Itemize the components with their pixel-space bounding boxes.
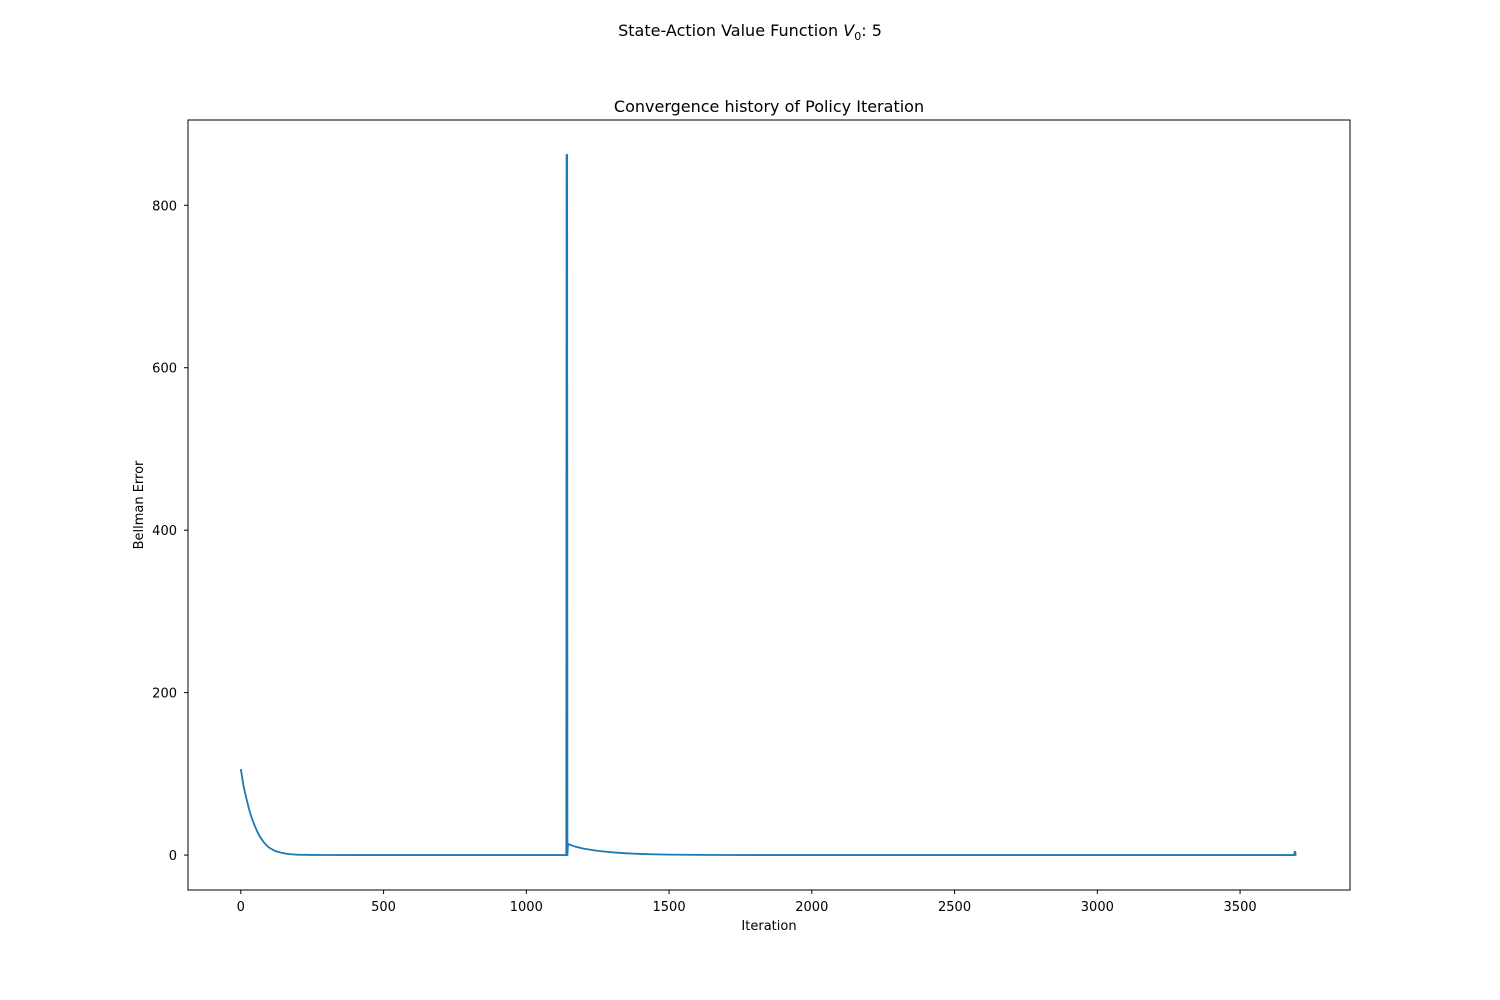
x-tick-label: 500 (371, 900, 396, 915)
series-layer (239, 154, 1297, 856)
y-axis-label: Bellman Error (132, 460, 147, 549)
y-tick-label: 800 (152, 199, 177, 214)
x-axis: 0 500 1000 1500 2000 2500 3000 3500 (237, 890, 1257, 915)
y-axis: 0 200 400 600 800 (152, 199, 188, 864)
chart-title: Convergence history of Policy Iteration (614, 97, 924, 116)
figure-suptitle: State-Action Value Function V0: 5 (618, 21, 882, 43)
plot-frame (187, 119, 1351, 891)
x-axis-label: Iteration (741, 919, 796, 934)
x-tick-label: 1000 (510, 900, 543, 915)
y-tick-label: 200 (152, 687, 177, 702)
series-line (239, 154, 1297, 856)
y-tick-label: 400 (152, 524, 177, 539)
x-tick-label: 0 (237, 900, 245, 915)
x-tick-label: 2500 (938, 900, 971, 915)
suptitle-subscript: 0 (854, 30, 861, 43)
suptitle-variable: V (843, 21, 855, 40)
plot-area (188, 120, 1350, 890)
y-tick-label: 0 (169, 849, 177, 864)
x-tick-label: 3500 (1224, 900, 1257, 915)
y-tick-label: 600 (152, 362, 177, 377)
x-tick-label: 3000 (1081, 900, 1114, 915)
x-tick-label: 1500 (653, 900, 686, 915)
x-tick-label: 2000 (795, 900, 828, 915)
